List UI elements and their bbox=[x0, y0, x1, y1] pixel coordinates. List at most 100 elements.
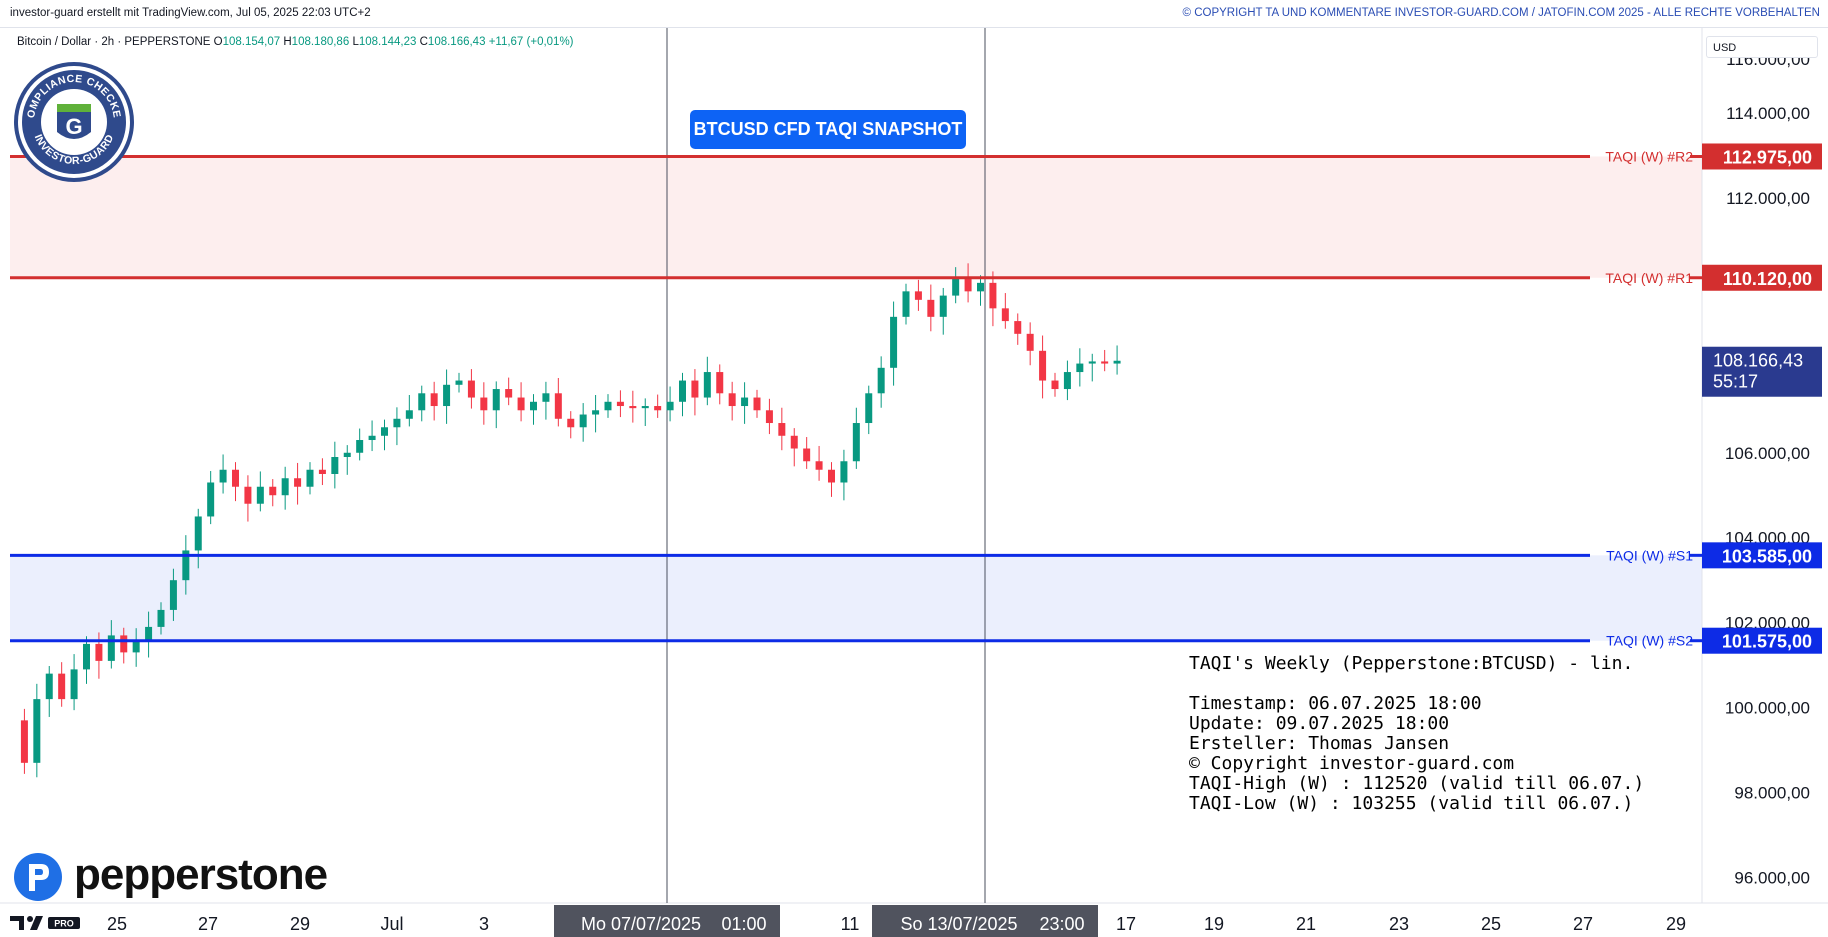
candle-body bbox=[679, 380, 686, 402]
candle-body bbox=[716, 372, 724, 394]
last-price-value: 108.166,43 bbox=[1713, 351, 1803, 371]
candle-body bbox=[418, 393, 426, 411]
top-bar: investor-guard erstellt mit TradingView.… bbox=[0, 0, 1828, 28]
candle-body bbox=[120, 635, 128, 653]
candle-body bbox=[58, 673, 66, 700]
candle-body bbox=[505, 389, 513, 398]
high-value: 108.180,86 bbox=[291, 36, 350, 48]
candle-body bbox=[33, 699, 41, 763]
currency-label: USD bbox=[1713, 42, 1737, 54]
y-tick-label: 112.000,00 bbox=[1726, 189, 1810, 208]
x-tick-label: 19 bbox=[1204, 914, 1224, 934]
candle-body bbox=[765, 410, 773, 424]
candle-body bbox=[83, 643, 90, 670]
x-tick-label: 27 bbox=[1573, 914, 1593, 934]
compliance-badge-icon: COMPLIANCE CHECKED INVESTOR-GUARD G bbox=[12, 60, 134, 182]
x-tick-label: 3 bbox=[479, 914, 489, 934]
x-tick-label: 11 bbox=[841, 914, 860, 934]
x-tick-label: 25 bbox=[107, 914, 127, 934]
candle-body bbox=[592, 410, 600, 415]
candle-body bbox=[579, 414, 587, 428]
x-tick-label: 29 bbox=[290, 914, 310, 934]
info-title: TAQI's Weekly (Pepperstone:BTCUSD) - lin… bbox=[1189, 653, 1634, 674]
x-tick-label: 27 bbox=[198, 914, 218, 934]
candle-body bbox=[691, 380, 699, 398]
info-timestamp: Timestamp: 06.07.2025 18:00 bbox=[1189, 693, 1482, 714]
currency-selector[interactable]: USD bbox=[1706, 36, 1818, 58]
info-update: Update: 09.07.2025 18:00 bbox=[1189, 713, 1450, 734]
resistance-zone bbox=[10, 156, 1702, 278]
candle-body bbox=[405, 410, 413, 419]
candle-body bbox=[269, 486, 277, 496]
candle-body bbox=[666, 401, 674, 411]
candle-body bbox=[1063, 372, 1071, 390]
candle-body bbox=[1039, 350, 1047, 381]
candle-body bbox=[368, 435, 376, 441]
info-copyright: © Copyright investor-guard.com bbox=[1189, 753, 1515, 774]
candle-body bbox=[281, 478, 289, 496]
candle-body bbox=[256, 486, 264, 504]
x-tick-label: 29 bbox=[1666, 914, 1686, 934]
candle-body bbox=[927, 299, 935, 317]
time-marker-time: 01:00 bbox=[721, 914, 766, 934]
level-label: TAQI (W) #R1 bbox=[1605, 270, 1693, 286]
candle-body bbox=[207, 482, 215, 517]
symbol-label: Bitcoin / Dollar · 2h · PEPPERSTONE bbox=[17, 36, 211, 48]
candle-body bbox=[890, 316, 898, 368]
time-marker-tag bbox=[872, 905, 1098, 937]
candle-body bbox=[914, 291, 922, 300]
y-tick-label: 106.000,00 bbox=[1725, 444, 1810, 463]
candle-body bbox=[989, 282, 997, 309]
taqi-info-box: TAQI's Weekly (Pepperstone:BTCUSD) - lin… bbox=[1189, 654, 1644, 814]
y-tick-label: 98.000,00 bbox=[1734, 784, 1810, 803]
time-marker-time: 23:00 bbox=[1039, 914, 1084, 934]
candle-body bbox=[790, 435, 798, 449]
candle-body bbox=[517, 397, 525, 411]
info-taqi-low: TAQI-Low (W) : 103255 (valid till 06.07.… bbox=[1189, 793, 1634, 814]
candle-body bbox=[480, 397, 488, 411]
candle-body bbox=[343, 452, 351, 458]
candle-body bbox=[542, 393, 550, 402]
tradingview-logo-icon[interactable]: PRO bbox=[10, 914, 82, 932]
price-chart[interactable]: 114.000,00112.000,00106.000,00104.000,00… bbox=[0, 28, 1828, 937]
candle-body bbox=[654, 406, 662, 411]
candle-body bbox=[753, 397, 761, 411]
candle-body bbox=[20, 720, 28, 763]
candle-body bbox=[1113, 360, 1121, 364]
candle-body bbox=[1014, 321, 1022, 334]
candle-body bbox=[132, 639, 140, 653]
badge-letter: G bbox=[65, 114, 82, 139]
open-label: O bbox=[213, 36, 223, 48]
candle-body bbox=[852, 423, 860, 462]
candle-body bbox=[952, 278, 960, 296]
candle-body bbox=[1088, 361, 1096, 364]
level-price-value: 112.975,00 bbox=[1723, 147, 1812, 167]
time-marker-date: Mo 07/07/2025 bbox=[581, 914, 701, 934]
pepperstone-logo-icon bbox=[14, 853, 62, 901]
level-label: TAQI (W) #S2 bbox=[1606, 633, 1693, 649]
support-zone bbox=[10, 555, 1702, 641]
candle-body bbox=[430, 393, 438, 407]
candle-body bbox=[182, 550, 190, 581]
level-price-tag bbox=[1702, 264, 1822, 291]
svg-text:PRO: PRO bbox=[54, 919, 74, 929]
candle-body bbox=[939, 295, 947, 317]
level-price-tag bbox=[1702, 627, 1822, 654]
candle-body bbox=[381, 427, 388, 436]
last-price-countdown: 55:17 bbox=[1713, 372, 1758, 392]
x-tick-label: Jul bbox=[380, 914, 403, 934]
open-value: 108.154,07 bbox=[222, 36, 281, 48]
candle-body bbox=[703, 372, 711, 398]
candle-body bbox=[803, 448, 811, 462]
x-tick-label: 23 bbox=[1389, 914, 1409, 934]
y-tick-label: 114.000,00 bbox=[1726, 104, 1810, 123]
level-label: TAQI (W) #S1 bbox=[1606, 547, 1693, 563]
time-marker-date: So 13/07/2025 bbox=[900, 914, 1017, 934]
time-marker-tag bbox=[554, 905, 780, 937]
candle-body bbox=[1076, 363, 1084, 373]
info-author: Ersteller: Thomas Jansen bbox=[1189, 733, 1450, 754]
change-value: +11,67 (+0,01%) bbox=[488, 36, 574, 48]
info-taqi-high: TAQI-High (W) : 112520 (valid till 06.07… bbox=[1189, 773, 1645, 794]
candle-body bbox=[616, 401, 624, 407]
y-tick-label: 96.000,00 bbox=[1734, 869, 1810, 888]
